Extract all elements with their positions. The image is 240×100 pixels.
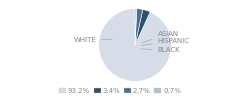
Wedge shape bbox=[99, 9, 171, 81]
Wedge shape bbox=[135, 9, 143, 45]
Text: ASIAN: ASIAN bbox=[142, 31, 179, 43]
Text: BLACK: BLACK bbox=[141, 48, 180, 54]
Legend: 93.2%, 3.4%, 2.7%, 0.7%: 93.2%, 3.4%, 2.7%, 0.7% bbox=[56, 85, 184, 96]
Text: HISPANIC: HISPANIC bbox=[142, 38, 190, 45]
Text: WHITE: WHITE bbox=[73, 36, 112, 42]
Wedge shape bbox=[135, 10, 150, 45]
Wedge shape bbox=[135, 9, 137, 45]
